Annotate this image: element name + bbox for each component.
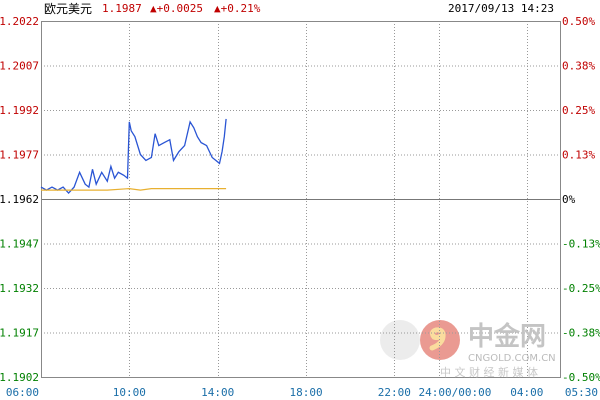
instrument-name: 欧元美元 — [44, 2, 93, 16]
x-tick-label: 22:00 — [378, 386, 411, 399]
y-tick-label: 1.1977 — [0, 149, 39, 162]
y-tick-label: 1.1902 — [0, 371, 39, 384]
x-tick-label: 05:30 — [565, 386, 598, 399]
y-right-tick-label: 0.25% — [562, 104, 595, 117]
current-price: 1.1987 — [102, 2, 142, 15]
y-tick-label: 1.1917 — [0, 327, 39, 340]
watermark-site: CNGOLD.COM.CN — [468, 353, 556, 364]
y-right-tick-label: 0.50% — [562, 15, 595, 28]
x-tick-label: 18:00 — [289, 386, 322, 399]
price-change: ▲+0.0025 — [150, 2, 203, 15]
x-tick-label: 06:00 — [6, 386, 39, 399]
x-tick-label: 04:00 — [510, 386, 543, 399]
y-right-tick-label: -0.38% — [562, 327, 600, 340]
y-tick-label: 1.2007 — [0, 60, 39, 73]
watermark-slogan: 中 文 财 经 新 媒 体 — [440, 366, 538, 379]
plot-border — [41, 21, 561, 378]
y-tick-label: 1.1992 — [0, 104, 39, 117]
y-right-tick-label: -0.25% — [562, 282, 600, 295]
y-right-tick-label: 0% — [562, 193, 576, 206]
x-tick-label: 24:00/00:00 — [419, 386, 492, 399]
y-right-tick-label: -0.13% — [562, 238, 600, 251]
watermark — [380, 320, 460, 360]
y-tick-label: 1.2022 — [0, 15, 39, 28]
y-tick-label: 1.1932 — [0, 282, 39, 295]
x-tick-label: 14:00 — [201, 386, 234, 399]
y-right-tick-label: 0.38% — [562, 60, 595, 73]
price-change-percent: ▲+0.21% — [214, 2, 261, 15]
y-right-tick-label: -0.50% — [562, 371, 600, 384]
datetime: 2017/09/13 14:23 — [448, 2, 554, 15]
watermark-brand: 中金网 — [468, 322, 547, 352]
price-line — [40, 118, 227, 195]
y-tick-label: 1.1947 — [0, 238, 39, 251]
y-right-tick-label: 0.13% — [562, 149, 595, 162]
watermark-g-icon — [380, 320, 420, 360]
x-tick-label: 10:00 — [113, 386, 146, 399]
average-line — [41, 187, 227, 191]
y-tick-label: 1.1962 — [0, 193, 39, 206]
